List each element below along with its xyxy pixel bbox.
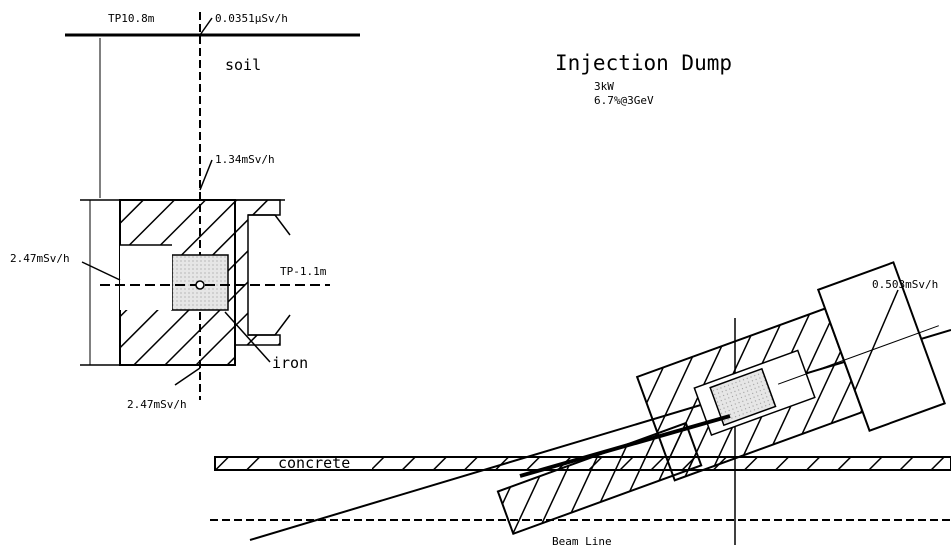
spec: 3kW <box>594 80 614 93</box>
spec: 6.7%@3GeV <box>594 94 654 107</box>
medium-label: soil <box>225 56 261 74</box>
beam-label: Beam Line <box>552 535 612 548</box>
level-label: TP-1.1m <box>280 265 327 278</box>
left-section <box>65 12 360 400</box>
top-level: TP10.8m <box>108 12 155 25</box>
core-label: iron <box>272 354 308 372</box>
dose-label: 0.503mSv/h <box>872 278 938 291</box>
dose-label: 1.34mSv/h <box>215 153 275 166</box>
dose-label: 2.47mSv/h <box>10 252 70 265</box>
floor-label: concrete <box>278 454 350 472</box>
dose-label: 0.0351μSv/h <box>215 12 288 25</box>
dose-label: 2.47mSv/h <box>127 398 187 411</box>
title: Injection Dump <box>555 51 732 75</box>
right-section <box>210 261 951 545</box>
